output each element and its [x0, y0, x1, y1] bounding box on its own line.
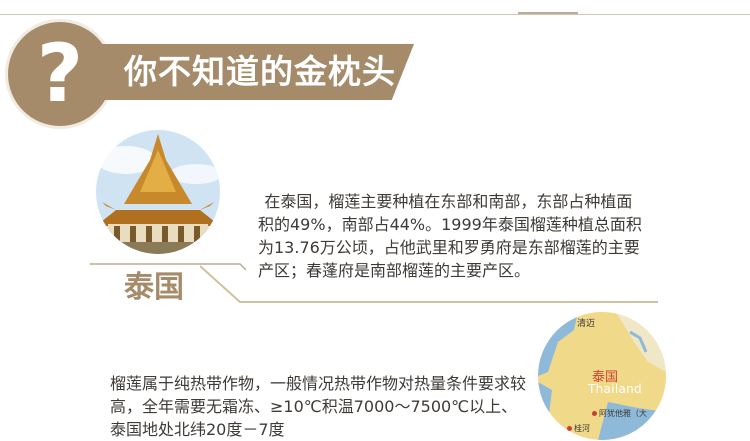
title-banner — [96, 44, 414, 100]
question-mark-icon: ? — [36, 27, 84, 120]
temple-illustration — [96, 130, 220, 254]
top-divider — [0, 14, 750, 15]
temple-photo — [96, 130, 220, 254]
region-connector-line — [90, 263, 246, 271]
question-badge — [8, 22, 112, 126]
map-place-chiangmai: 清迈 — [577, 319, 596, 329]
map-country-cn: 泰国 — [592, 370, 619, 385]
top-divider-accent — [518, 12, 578, 14]
page-title: 你不知道的金枕头 — [124, 52, 396, 91]
map-place-ayutthaya: 阿犹他雅（大 — [599, 409, 647, 418]
map-country-en: Thailand — [588, 382, 642, 396]
paragraph-climate: 榴莲属于纯热带作物，一般情况热带作物对热量条件要求较高，全年需要无霜冻、≥10℃… — [110, 374, 527, 439]
map-marker-ayutthaya — [592, 411, 597, 416]
paragraph-production: 在泰国，榴莲主要种植在东部和南部，东部占种植面积的49%，南部占44%。1999… — [258, 192, 642, 280]
map-marker-kwai — [567, 426, 572, 431]
region-label: 泰国 — [124, 270, 184, 305]
map-place-kwai: 桂河 — [574, 424, 590, 433]
text-underline-line — [200, 265, 658, 303]
